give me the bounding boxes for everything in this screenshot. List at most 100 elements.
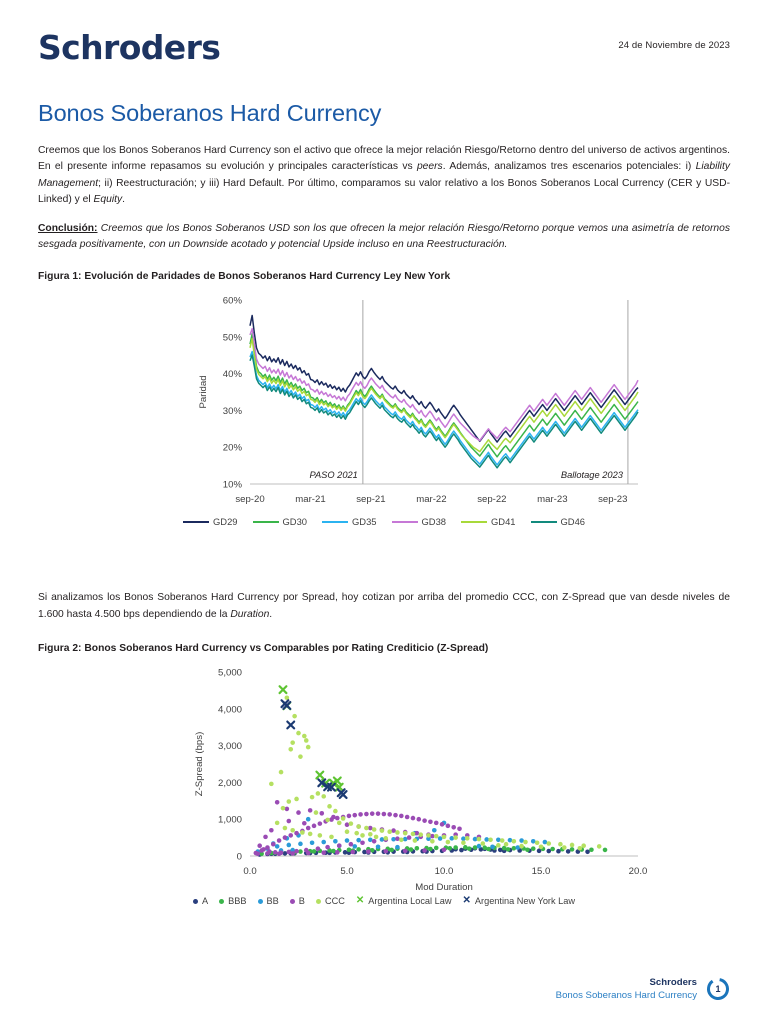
data-point <box>364 825 369 831</box>
data-point <box>445 823 451 829</box>
figure1-svg: 10% 20% 30% 40% 50% 60% Paridad PASO 2021 Ballot… <box>198 296 639 505</box>
data-point <box>288 747 294 752</box>
legend-item-GD46[interactable]: GD46 <box>530 516 585 527</box>
data-point <box>395 845 400 850</box>
data-point <box>379 828 385 834</box>
legend-swatch <box>183 520 209 524</box>
data-point <box>362 849 367 855</box>
data-point <box>284 695 290 701</box>
schroders-logo: Schroders <box>38 28 221 67</box>
data-point <box>371 827 377 833</box>
data-point <box>300 830 305 835</box>
data-point <box>333 839 338 844</box>
data-point <box>298 754 303 760</box>
data-point <box>367 837 373 843</box>
scatter-series-ccc <box>269 695 602 851</box>
x-axis-tick: sep-22 <box>477 494 506 505</box>
legend-item-GD38[interactable]: GD38 <box>391 516 446 527</box>
x-axis-tick: 15.0 <box>532 866 551 877</box>
legend-item-bbb[interactable]: BBB <box>219 896 247 907</box>
data-point <box>472 845 478 851</box>
page-header: Schroders 24 de Noviembre de 2023 <box>38 0 730 78</box>
y-axis-tick: 0 <box>237 852 242 863</box>
x-axis-tick: mar-23 <box>537 494 567 505</box>
data-point <box>393 813 398 818</box>
data-point <box>259 851 264 857</box>
data-point <box>360 840 365 846</box>
data-point <box>402 837 408 842</box>
legend-label: BBB <box>228 896 247 907</box>
legend-label: Argentina Local Law <box>368 896 452 907</box>
data-point <box>364 811 369 817</box>
data-point <box>581 843 586 849</box>
data-point <box>350 849 356 855</box>
data-point <box>354 831 360 836</box>
legend-item-GD29[interactable]: GD29 <box>183 516 238 527</box>
data-point <box>430 839 435 844</box>
y-axis-tick: 20% <box>223 443 243 454</box>
legend-item-bb[interactable]: BB <box>257 896 279 906</box>
data-point <box>515 845 521 851</box>
data-point <box>585 849 590 855</box>
y-axis-tick: 3,000 <box>218 741 242 752</box>
legend-item-argentina-new-york-law[interactable]: ✕ Argentina New York Law <box>463 896 576 907</box>
x-axis-title: Mod Duration <box>415 882 473 893</box>
data-point <box>412 838 418 844</box>
chart-annotation: Ballotage 2023 <box>561 470 624 480</box>
data-point <box>298 849 303 855</box>
legend-x-marker: ✕ <box>355 895 365 907</box>
legend-dot-marker <box>257 898 263 904</box>
data-point <box>366 849 371 855</box>
data-point <box>346 847 352 853</box>
data-point <box>530 839 536 844</box>
data-point <box>478 847 484 852</box>
legend-item-ccc[interactable]: CCC <box>315 896 345 907</box>
y-axis-tick: 2,000 <box>218 778 242 789</box>
legend-item-GD30[interactable]: GD30 <box>252 516 307 527</box>
legend-item-GD35[interactable]: GD35 <box>322 516 377 527</box>
legend-item-argentina-local-law[interactable]: ✕ Argentina Local Law <box>355 895 452 907</box>
data-point <box>480 841 486 847</box>
data-point <box>255 851 261 857</box>
data-point-x <box>282 701 292 711</box>
data-point <box>282 851 288 856</box>
data-point <box>575 849 581 855</box>
data-point <box>511 846 517 851</box>
figure1-plot-area: 10% 20% 30% 40% 50% 60% Paridad PASO 2021 Ballot… <box>38 288 730 546</box>
data-point <box>269 781 274 787</box>
data-point <box>406 835 412 841</box>
data-point <box>282 835 288 841</box>
legend-item-GD41[interactable]: GD41 <box>461 516 516 527</box>
data-point <box>274 800 280 805</box>
legend-label: B <box>298 896 305 907</box>
data-point <box>286 842 292 848</box>
scatter-series-bbb <box>259 845 608 857</box>
data-point <box>410 831 416 837</box>
data-point <box>294 831 299 836</box>
data-point <box>325 817 330 823</box>
data-point <box>433 820 439 826</box>
data-point <box>496 837 501 843</box>
data-point <box>344 829 350 835</box>
data-point <box>298 841 303 847</box>
data-point <box>418 832 424 838</box>
x-axis-tick: sep-21 <box>356 494 385 505</box>
data-point <box>342 850 348 855</box>
legend-item-b[interactable]: B <box>289 896 305 907</box>
legend-label: CCC <box>324 896 345 907</box>
data-point <box>375 844 381 850</box>
data-point <box>356 847 361 852</box>
data-point <box>344 838 350 844</box>
footer-brand: Schroders <box>649 977 697 988</box>
figure2-chart: 0 1,000 2,000 3,000 4,000 5,000 Z-Spread (bps)… <box>38 660 730 922</box>
data-point <box>441 847 447 853</box>
data-point <box>288 833 294 838</box>
data-point <box>414 846 420 851</box>
legend-item-a[interactable]: A <box>193 896 208 906</box>
data-point <box>499 838 505 844</box>
data-point <box>352 844 358 849</box>
x-axis-tick: 10.0 <box>435 866 454 877</box>
data-point <box>476 837 482 842</box>
legend-label: Argentina New York Law <box>474 896 575 907</box>
